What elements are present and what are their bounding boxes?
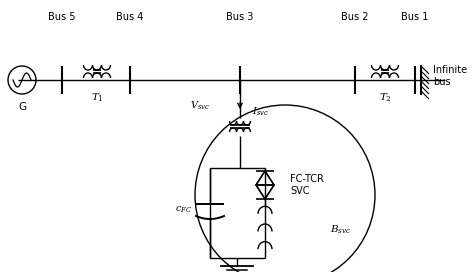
Text: $V_{svc}$: $V_{svc}$ <box>190 100 210 112</box>
Text: Bus 4: Bus 4 <box>116 12 144 22</box>
Text: $T_2$: $T_2$ <box>379 92 392 104</box>
Text: Bus 2: Bus 2 <box>341 12 369 22</box>
Text: FC-TCR
SVC: FC-TCR SVC <box>290 174 324 196</box>
Text: $c_{FC}$: $c_{FC}$ <box>175 205 192 215</box>
Text: Bus 1: Bus 1 <box>401 12 428 22</box>
Text: Bus 3: Bus 3 <box>226 12 254 22</box>
Polygon shape <box>256 171 274 185</box>
Text: $T_1$: $T_1$ <box>91 92 103 104</box>
Text: Bus 5: Bus 5 <box>48 12 76 22</box>
Text: Infinite
bus: Infinite bus <box>433 65 467 87</box>
Polygon shape <box>256 185 274 199</box>
Text: $I_{svc}$: $I_{svc}$ <box>252 106 269 118</box>
Text: G: G <box>18 102 26 112</box>
Text: $B_{svc}$: $B_{svc}$ <box>330 224 352 236</box>
